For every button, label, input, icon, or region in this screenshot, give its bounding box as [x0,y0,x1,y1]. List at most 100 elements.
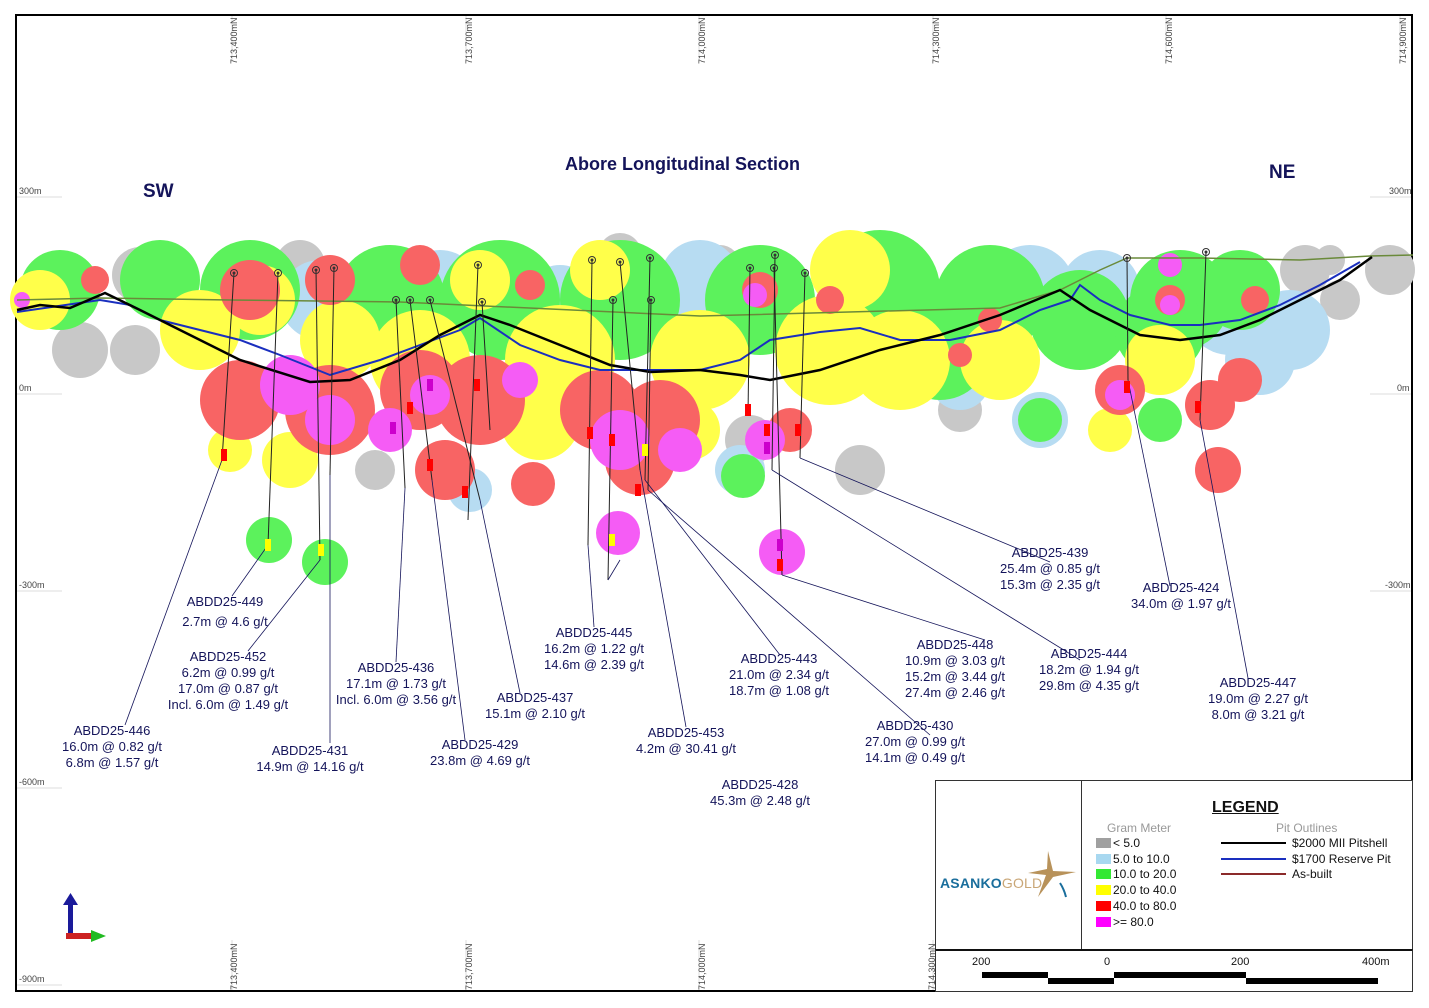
star-logo-icon [1028,851,1076,898]
intercept-mark [407,402,413,414]
hole-id: ABDD25-447 [1219,675,1297,690]
logo-secondary: GOLD [1001,875,1043,891]
elevation-label: 300m [1389,186,1412,196]
pit-outlines-heading: Pit Outlines [1276,821,1338,835]
hole-intercept: 15.1m @ 2.10 g/t [485,706,585,721]
grade-blob [570,240,630,300]
collar-icon [476,263,480,267]
legend-swatch [1096,885,1111,896]
legend-pit-item: $1700 Reserve Pit [1221,852,1391,866]
leader-line [479,499,521,694]
grade-blob [1200,250,1280,330]
hole-intercept: 14.1m @ 0.49 g/t [865,750,965,765]
direction-sw: SW [143,181,174,202]
easting-label: 714,000mN [697,943,707,990]
collar-icon [1125,256,1129,260]
drill-trace [467,264,479,521]
intercept-mark [265,539,271,551]
legend-label: < 5.0 [1113,836,1141,850]
hole-label: ABDD25-444 18.2m @ 1.94 g/t 29.8m @ 4.35… [1039,646,1139,694]
elevation-label: 300m [19,186,42,196]
collar-icon [647,296,655,304]
collar-icon [746,264,754,272]
leader-line [799,457,1051,563]
grade-blob [960,320,1040,400]
grade-blob [1320,280,1360,320]
legend-pit-item: As-built [1221,867,1332,881]
logo-text: ASANKOGOLD [940,875,1042,891]
hole-intercept: Incl. 6.0m @ 1.49 g/t [167,697,289,712]
legend-panel: ASANKOGOLD LEGEND Gram Meter Pit Outline… [935,780,1413,950]
grade-blob [415,440,475,500]
legend-label: 40.0 to 80.0 [1113,898,1177,913]
hole-id: ABDD25-445 [555,625,633,640]
leader-line [781,574,986,641]
collar-icon [646,254,654,262]
hole-intercept: 17.1m @ 1.73 g/t [346,676,446,691]
grade-blob [721,454,765,498]
intercept-mark [795,424,801,436]
leader-line [124,459,223,726]
hole-label: ABDD25-437 15.1m @ 2.10 g/t [485,690,585,722]
up-arrow-icon [68,905,73,935]
section-title: Abore Longitudinal Section [565,154,800,174]
intercept-mark [427,459,433,471]
collar-icon [276,271,280,275]
legend-label: 10.0 to 20.0 [1113,867,1177,882]
hole-intercept: 10.9m @ 3.03 g/t [905,653,1005,668]
collar-icon [616,258,624,266]
scale-bar: 200 0 200 400m [935,949,1413,992]
reserve-pit-1700-line [16,261,1361,377]
collar-icon [332,266,336,270]
legend-label: $2000 MII Pitshell [1292,836,1388,850]
drill-trace [315,269,321,561]
hole-intercept: 15.2m @ 3.44 g/t [905,669,1005,684]
intercept-mark [609,534,615,546]
leader-line [639,469,687,728]
leader-line [1127,379,1171,587]
hole-id: ABDD25-448 [916,637,994,652]
collar-icon [1123,254,1131,262]
drill-trace [1199,251,1207,421]
collar-icon [771,251,779,259]
collar-icon [748,266,752,270]
collar-icon [330,264,338,272]
legend-grade-item: 20.0 to 40.0 [1096,883,1176,897]
drill-traces [124,248,1249,743]
hole-label: ABDD25-453 4.2m @ 30.41 g/t [636,725,736,757]
hole-intercept: 16.2m @ 1.22 g/t [544,641,644,656]
grade-blob [355,450,395,490]
leader-line [395,487,406,663]
easting-label: 714,300mN [931,17,941,64]
orientation-arrows [63,893,106,942]
legend-label: $1700 Reserve Pit [1292,851,1391,866]
hole-id: ABDD25-429 [441,737,519,752]
grade-blob [400,245,440,285]
hole-label: ABDD25-443 21.0m @ 2.34 g/t 18.7m @ 1.08… [729,651,829,699]
legend-pit-item: $2000 MII Pitshell [1221,836,1387,850]
leader-line [247,559,321,652]
collar-icon [618,260,622,264]
collar-icon [1204,250,1208,254]
collar-icon [590,258,594,262]
drill-trace [329,267,335,476]
drill-trace [481,301,491,431]
drill-trace [647,299,652,491]
grade-blob [1241,286,1269,314]
hole-intercept: 14.6m @ 2.39 g/t [544,657,644,672]
legend-grade-item: 5.0 to 10.0 [1096,852,1170,866]
grade-blob [1030,270,1130,370]
grade-blob [220,260,280,320]
hole-intercept: 21.0m @ 2.34 g/t [729,667,829,682]
up-arrow-icon [63,893,78,905]
legend-swatch [1096,853,1111,864]
grade-blob [1218,358,1262,402]
hole-intercept: 6.8m @ 1.57 g/t [65,755,159,770]
grade-blob [816,286,844,314]
grade-blob [502,362,538,398]
grade-blob [450,250,510,310]
collar-icon [232,271,236,275]
hole-id: ABDD25-436 [357,660,435,675]
direction-ne: NE [1269,162,1296,183]
legend-swatch [1096,916,1111,927]
